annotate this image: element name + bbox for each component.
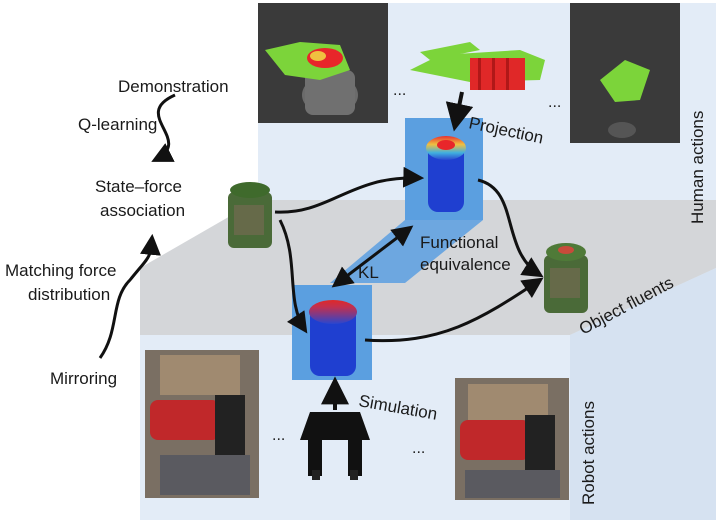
kl-arrow — [331, 225, 414, 288]
functional-equivalence-line2: equivalence — [420, 255, 511, 274]
flow-arrows — [98, 91, 544, 410]
human-actions-label: Human actions — [688, 111, 707, 224]
state-force-label-line1: State–force — [95, 177, 182, 196]
mirroring-arrow — [98, 233, 161, 359]
q-learning-label: Q-learning — [78, 115, 157, 134]
projection-to-final-arrow — [477, 178, 544, 278]
hand-grasp-render-1 — [265, 42, 358, 115]
jar-object-final — [544, 243, 588, 313]
simulation-to-final-arrow — [364, 277, 544, 343]
functional-equivalence-line1: Functional — [420, 233, 498, 252]
ellipsis-bottom-1: ... — [272, 427, 285, 444]
human-force-jar — [426, 136, 466, 212]
ellipsis-top-1: ... — [393, 82, 406, 99]
to-simulation-arrow — [278, 219, 308, 334]
q-learning-arrow — [151, 93, 176, 162]
robot-actions-label: Robot actions — [579, 401, 598, 505]
ellipsis-top-2: ... — [548, 94, 561, 111]
robot-photo-2 — [455, 378, 569, 500]
mirroring-label: Mirroring — [50, 369, 117, 388]
ellipsis-bottom-2: ... — [412, 440, 425, 457]
hand-grasp-render-3 — [600, 60, 650, 138]
hand-grasp-render-2 — [410, 42, 545, 90]
robot-photo-1 — [145, 350, 259, 498]
matching-force-label-line2: distribution — [28, 285, 110, 304]
robot-force-jar — [309, 300, 357, 376]
jar-object-initial — [228, 182, 272, 248]
to-projection-arrow — [274, 166, 425, 214]
state-force-label-line2: association — [100, 201, 185, 220]
matching-force-label-line1: Matching force — [5, 261, 117, 280]
kl-label: KL — [358, 263, 379, 282]
projection-arrow — [445, 91, 474, 132]
robot-gripper-icon — [300, 412, 370, 480]
demonstration-label: Demonstration — [118, 77, 229, 96]
